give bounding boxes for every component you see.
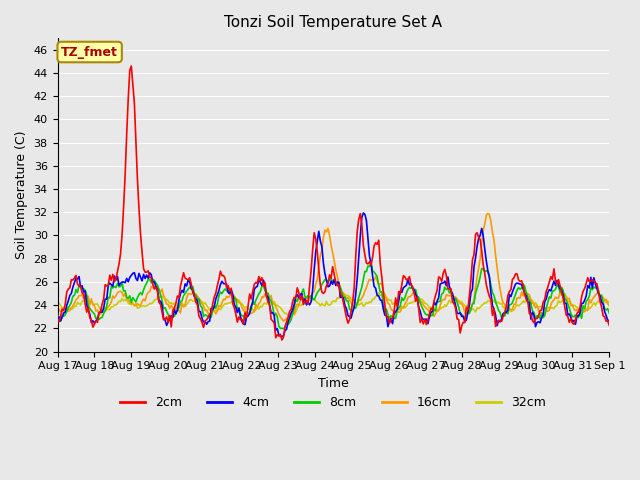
16cm bbox=[578, 308, 586, 314]
Line: 4cm: 4cm bbox=[58, 213, 609, 336]
8cm bbox=[578, 315, 586, 321]
8cm bbox=[122, 288, 129, 293]
16cm bbox=[54, 305, 61, 311]
4cm bbox=[360, 210, 367, 216]
16cm bbox=[285, 320, 293, 325]
2cm bbox=[578, 294, 586, 300]
2cm bbox=[122, 172, 129, 178]
32cm bbox=[122, 297, 129, 303]
X-axis label: Time: Time bbox=[318, 377, 349, 390]
4cm bbox=[54, 316, 61, 322]
16cm bbox=[296, 298, 304, 304]
32cm bbox=[54, 300, 61, 306]
4cm bbox=[278, 334, 285, 339]
4cm bbox=[578, 300, 586, 306]
2cm bbox=[247, 296, 255, 302]
2cm bbox=[127, 63, 135, 69]
8cm bbox=[54, 312, 61, 317]
Line: 32cm: 32cm bbox=[58, 293, 609, 317]
2cm bbox=[54, 318, 61, 324]
Text: TZ_fmet: TZ_fmet bbox=[61, 46, 118, 59]
2cm bbox=[278, 337, 285, 343]
8cm bbox=[218, 291, 226, 297]
32cm bbox=[218, 304, 226, 310]
Legend: 2cm, 4cm, 8cm, 16cm, 32cm: 2cm, 4cm, 8cm, 16cm, 32cm bbox=[115, 391, 551, 414]
8cm bbox=[280, 326, 287, 332]
16cm bbox=[122, 290, 129, 296]
8cm bbox=[296, 293, 304, 299]
16cm bbox=[605, 303, 613, 309]
8cm bbox=[605, 310, 613, 316]
Title: Tonzi Soil Temperature Set A: Tonzi Soil Temperature Set A bbox=[225, 15, 442, 30]
Line: 8cm: 8cm bbox=[58, 263, 609, 329]
4cm bbox=[237, 313, 244, 319]
Line: 2cm: 2cm bbox=[58, 66, 609, 340]
Line: 16cm: 16cm bbox=[58, 214, 609, 323]
2cm bbox=[238, 317, 246, 323]
16cm bbox=[218, 300, 226, 306]
32cm bbox=[375, 290, 383, 296]
4cm bbox=[605, 318, 613, 324]
2cm bbox=[220, 273, 227, 278]
32cm bbox=[296, 303, 304, 309]
16cm bbox=[484, 211, 492, 216]
32cm bbox=[246, 307, 253, 312]
8cm bbox=[367, 260, 375, 265]
Y-axis label: Soil Temperature (C): Soil Temperature (C) bbox=[15, 131, 28, 259]
16cm bbox=[237, 300, 244, 306]
2cm bbox=[298, 293, 306, 299]
4cm bbox=[296, 291, 304, 297]
16cm bbox=[246, 310, 253, 316]
4cm bbox=[218, 278, 226, 284]
8cm bbox=[246, 310, 253, 315]
32cm bbox=[605, 300, 613, 306]
8cm bbox=[237, 311, 244, 317]
32cm bbox=[578, 307, 586, 312]
4cm bbox=[246, 311, 253, 316]
32cm bbox=[237, 300, 244, 306]
32cm bbox=[285, 314, 293, 320]
4cm bbox=[122, 280, 129, 286]
2cm bbox=[605, 323, 613, 328]
